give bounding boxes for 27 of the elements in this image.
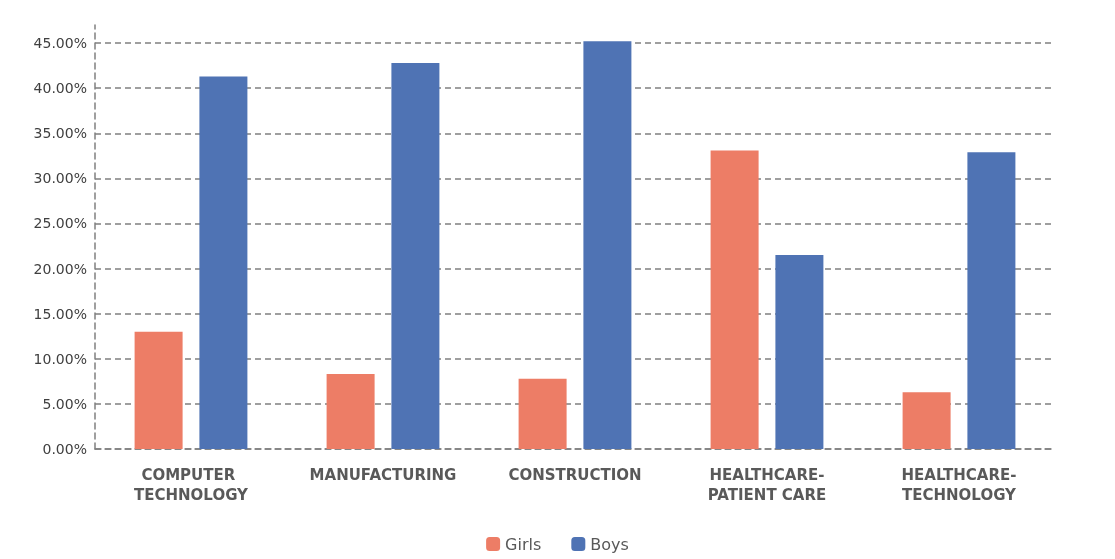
bar bbox=[326, 374, 375, 449]
bar bbox=[583, 41, 632, 449]
y-tick-label: 15.00% bbox=[33, 305, 87, 322]
bar bbox=[391, 62, 440, 449]
y-tick-label: 40.00% bbox=[33, 80, 87, 97]
y-tick-label: 5.00% bbox=[42, 395, 87, 412]
y-tick-label: 35.00% bbox=[33, 125, 87, 142]
x-tick-label: HEALTHCARE-TECHNOLOGY bbox=[901, 466, 1018, 504]
y-tick-label: 10.00% bbox=[33, 350, 87, 367]
bar bbox=[518, 378, 567, 449]
y-tick-label: 25.00% bbox=[33, 215, 87, 232]
bar bbox=[710, 150, 759, 449]
bar bbox=[775, 255, 824, 449]
x-tick-label: HEALTHCARE-PATIENT CARE bbox=[707, 466, 827, 504]
y-tick-label: 20.00% bbox=[33, 260, 87, 277]
legend-label: Boys bbox=[590, 534, 629, 554]
x-tick-label: COMPUTER TECHNOLOGY bbox=[134, 466, 250, 504]
bar bbox=[199, 76, 248, 449]
y-tick-label: 30.00% bbox=[33, 170, 87, 187]
bar bbox=[134, 331, 183, 449]
x-tick-label: MANUFACTURING bbox=[309, 466, 457, 484]
y-tick-label: 0.00% bbox=[42, 441, 87, 457]
x-tick-label: CONSTRUCTION bbox=[508, 466, 642, 484]
bar bbox=[902, 392, 951, 449]
bar bbox=[967, 152, 1016, 449]
y-tick-label: 45.00% bbox=[33, 35, 87, 52]
legend-label: Girls bbox=[505, 534, 542, 554]
